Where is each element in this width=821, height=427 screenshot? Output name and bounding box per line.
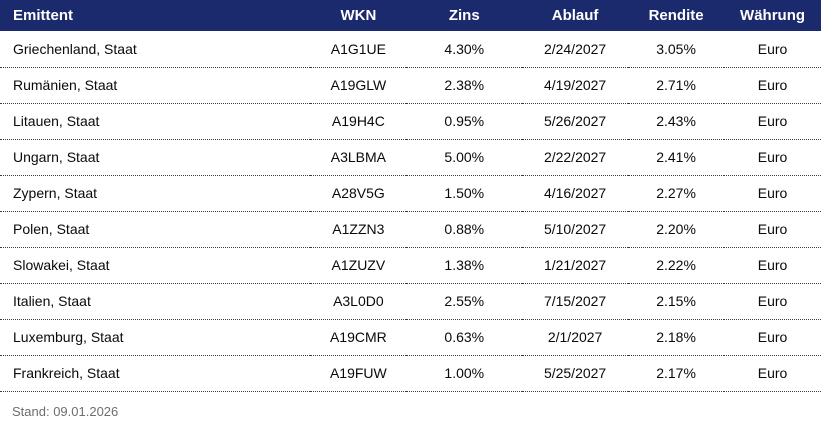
column-header-zins: Zins <box>406 0 523 31</box>
table-row: Griechenland, Staat A1G1UE 4.30% 2/24/20… <box>0 31 821 68</box>
cell-zins: 0.88% <box>406 211 523 248</box>
cell-zins: 1.00% <box>406 355 523 392</box>
cell-zins: 1.50% <box>406 175 523 212</box>
cell-ablauf: 2/1/2027 <box>522 319 629 356</box>
cell-emittent: Griechenland, Staat <box>0 31 311 68</box>
table-body: Griechenland, Staat A1G1UE 4.30% 2/24/20… <box>0 31 821 392</box>
cell-zins: 2.55% <box>406 283 523 320</box>
table-row: Slowakei, Staat A1ZUZV 1.38% 1/21/2027 2… <box>0 247 821 284</box>
cell-waehrung: Euro <box>724 175 821 212</box>
cell-rendite: 2.20% <box>628 211 725 248</box>
cell-emittent: Frankreich, Staat <box>0 355 311 392</box>
cell-zins: 4.30% <box>406 31 523 68</box>
cell-emittent: Zypern, Staat <box>0 175 311 212</box>
table-row: Zypern, Staat A28V5G 1.50% 4/16/2027 2.2… <box>0 175 821 212</box>
column-header-waehrung: Währung <box>724 0 821 31</box>
cell-wkn: A28V5G <box>310 175 407 212</box>
cell-rendite: 3.05% <box>628 31 725 68</box>
cell-waehrung: Euro <box>724 31 821 68</box>
table-header-row: Emittent WKN Zins Ablauf Rendite Währung <box>0 0 821 31</box>
cell-wkn: A3L0D0 <box>310 283 407 320</box>
cell-ablauf: 2/24/2027 <box>522 31 629 68</box>
cell-emittent: Luxemburg, Staat <box>0 319 311 356</box>
cell-wkn: A19FUW <box>310 355 407 392</box>
cell-wkn: A1ZZN3 <box>310 211 407 248</box>
column-header-ablauf: Ablauf <box>522 0 629 31</box>
cell-zins: 1.38% <box>406 247 523 284</box>
cell-waehrung: Euro <box>724 103 821 140</box>
cell-emittent: Litauen, Staat <box>0 103 311 140</box>
table-row: Litauen, Staat A19H4C 0.95% 5/26/2027 2.… <box>0 103 821 140</box>
cell-ablauf: 7/15/2027 <box>522 283 629 320</box>
cell-rendite: 2.18% <box>628 319 725 356</box>
cell-rendite: 2.22% <box>628 247 725 284</box>
cell-wkn: A19H4C <box>310 103 407 140</box>
cell-wkn: A3LBMA <box>310 139 407 176</box>
table-row: Italien, Staat A3L0D0 2.55% 7/15/2027 2.… <box>0 283 821 320</box>
cell-ablauf: 4/19/2027 <box>522 67 629 104</box>
cell-rendite: 2.71% <box>628 67 725 104</box>
table-header: Emittent WKN Zins Ablauf Rendite Währung <box>0 0 821 31</box>
cell-ablauf: 2/22/2027 <box>522 139 629 176</box>
column-header-emittent: Emittent <box>0 0 311 31</box>
cell-ablauf: 5/25/2027 <box>522 355 629 392</box>
cell-rendite: 2.15% <box>628 283 725 320</box>
cell-waehrung: Euro <box>724 283 821 320</box>
cell-waehrung: Euro <box>724 247 821 284</box>
cell-zins: 5.00% <box>406 139 523 176</box>
cell-ablauf: 5/10/2027 <box>522 211 629 248</box>
cell-rendite: 2.43% <box>628 103 725 140</box>
cell-wkn: A19CMR <box>310 319 407 356</box>
bond-table: Emittent WKN Zins Ablauf Rendite Währung… <box>0 0 821 392</box>
cell-waehrung: Euro <box>724 355 821 392</box>
cell-emittent: Ungarn, Staat <box>0 139 311 176</box>
cell-rendite: 2.41% <box>628 139 725 176</box>
column-header-rendite: Rendite <box>628 0 725 31</box>
table-row: Ungarn, Staat A3LBMA 5.00% 2/22/2027 2.4… <box>0 139 821 176</box>
cell-ablauf: 5/26/2027 <box>522 103 629 140</box>
table-row: Polen, Staat A1ZZN3 0.88% 5/10/2027 2.20… <box>0 211 821 248</box>
cell-waehrung: Euro <box>724 139 821 176</box>
cell-waehrung: Euro <box>724 319 821 356</box>
cell-ablauf: 1/21/2027 <box>522 247 629 284</box>
column-header-wkn: WKN <box>310 0 407 31</box>
cell-ablauf: 4/16/2027 <box>522 175 629 212</box>
cell-zins: 0.95% <box>406 103 523 140</box>
cell-wkn: A1G1UE <box>310 31 407 68</box>
cell-zins: 0.63% <box>406 319 523 356</box>
table-row: Luxemburg, Staat A19CMR 0.63% 2/1/2027 2… <box>0 319 821 356</box>
stand-date-label: Stand: 09.01.2026 <box>12 404 119 419</box>
cell-emittent: Polen, Staat <box>0 211 311 248</box>
cell-waehrung: Euro <box>724 67 821 104</box>
cell-wkn: A1ZUZV <box>310 247 407 284</box>
table-row: Frankreich, Staat A19FUW 1.00% 5/25/2027… <box>0 355 821 392</box>
cell-emittent: Italien, Staat <box>0 283 311 320</box>
cell-rendite: 2.17% <box>628 355 725 392</box>
cell-waehrung: Euro <box>724 211 821 248</box>
cell-rendite: 2.27% <box>628 175 725 212</box>
cell-wkn: A19GLW <box>310 67 407 104</box>
cell-emittent: Rumänien, Staat <box>0 67 311 104</box>
table-row: Rumänien, Staat A19GLW 2.38% 4/19/2027 2… <box>0 67 821 104</box>
cell-zins: 2.38% <box>406 67 523 104</box>
cell-emittent: Slowakei, Staat <box>0 247 311 284</box>
